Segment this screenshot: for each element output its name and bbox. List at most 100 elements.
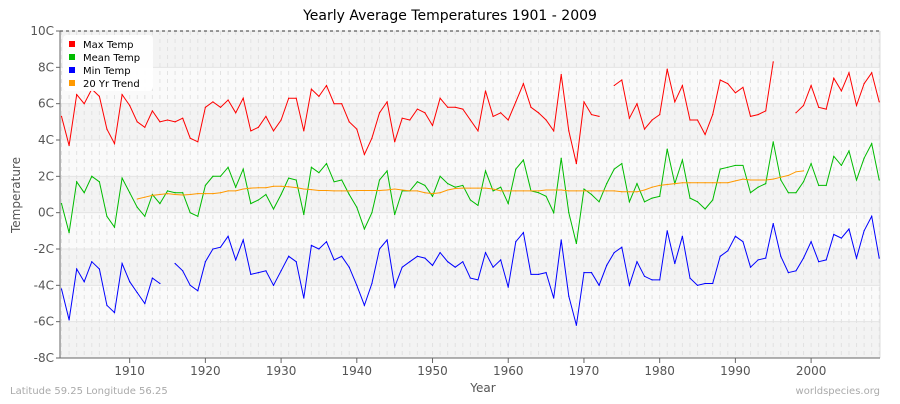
- mean-temp-point: [825, 184, 827, 187]
- mean-temp-point: [424, 184, 426, 187]
- max-temp-point: [144, 126, 146, 128]
- max-temp-point: [409, 119, 411, 121]
- min-temp-point: [378, 248, 381, 250]
- max-temp-point: [121, 93, 123, 96]
- mean-temp-point: [106, 215, 108, 217]
- max-temp-point: [681, 84, 683, 87]
- max-temp-point: [439, 97, 441, 99]
- max-temp-point: [98, 95, 100, 97]
- mean-temp-point: [590, 193, 593, 196]
- min-temp-point: [871, 215, 873, 217]
- min-temp-point: [787, 272, 789, 274]
- x-tick-label: 1920: [190, 364, 221, 378]
- max-temp-point: [182, 117, 184, 119]
- 20-yr-trend-point: [765, 179, 767, 181]
- max-temp-point: [159, 121, 161, 123]
- 20-yr-trend-point: [757, 179, 759, 181]
- min-temp-point: [219, 246, 222, 248]
- min-temp-point: [394, 286, 396, 288]
- mean-temp-point: [288, 177, 290, 179]
- mean-temp-point: [60, 202, 63, 205]
- min-temp-point: [469, 277, 471, 279]
- mean-temp-point: [182, 192, 184, 194]
- max-temp-point: [227, 99, 229, 101]
- max-temp-point: [129, 104, 131, 107]
- mean-temp-point: [144, 215, 146, 217]
- min-temp-point: [765, 257, 767, 259]
- min-temp-point: [454, 266, 456, 268]
- source-label: worldspecies.org: [796, 386, 880, 397]
- 20-yr-trend-point: [454, 187, 456, 190]
- min-temp-point: [386, 239, 388, 241]
- mean-temp-point: [795, 192, 797, 194]
- min-temp-point: [727, 250, 729, 252]
- x-tick-label: 1950: [417, 364, 448, 378]
- min-temp-point: [310, 244, 312, 246]
- max-temp-point: [401, 117, 403, 119]
- mean-temp-point: [855, 179, 858, 181]
- min-temp-point: [325, 241, 328, 243]
- mean-temp-point: [780, 179, 782, 181]
- min-temp-point: [401, 266, 403, 268]
- mean-temp-point: [295, 179, 297, 181]
- mean-temp-point: [621, 163, 623, 165]
- min-temp-point: [522, 232, 524, 234]
- mean-temp-point: [212, 175, 214, 177]
- min-temp-point: [575, 324, 577, 326]
- min-temp-point: [83, 281, 85, 283]
- 20-yr-trend-point: [325, 189, 328, 192]
- min-temp-point: [424, 257, 426, 259]
- mean-temp-point: [689, 197, 691, 199]
- max-temp-point: [712, 113, 714, 116]
- mean-temp-point: [568, 212, 570, 214]
- min-temp-point: [129, 281, 131, 283]
- max-temp-point: [515, 101, 517, 103]
- max-temp-point: [734, 92, 736, 94]
- mean-temp-point: [462, 184, 464, 187]
- min-temp-point: [265, 270, 267, 272]
- 20-yr-trend-point: [712, 182, 714, 184]
- max-temp-point: [454, 106, 456, 108]
- mean-temp-point: [401, 190, 403, 192]
- legend-swatch-mean-temp: [69, 54, 75, 60]
- 20-yr-trend-point: [151, 194, 153, 197]
- 20-yr-trend-point: [719, 182, 721, 184]
- mean-temp-point: [787, 192, 789, 194]
- mean-temp-point: [68, 232, 70, 234]
- 20-yr-trend-point: [356, 189, 358, 192]
- max-temp-point: [560, 74, 562, 76]
- max-temp-point: [575, 163, 577, 165]
- 20-yr-trend-point: [651, 186, 653, 188]
- mean-temp-point: [583, 188, 585, 190]
- mean-temp-point: [363, 228, 365, 230]
- legend-label-mean-temp: Mean Temp: [83, 53, 140, 64]
- min-temp-point: [356, 284, 358, 286]
- 20-yr-trend-point: [409, 190, 411, 192]
- mean-temp-point: [749, 192, 752, 194]
- 20-yr-trend-point: [341, 190, 343, 192]
- max-temp-point: [394, 141, 396, 143]
- max-temp-point: [447, 106, 449, 108]
- mean-temp-point: [560, 157, 562, 159]
- mean-temp-point: [628, 201, 630, 203]
- mean-temp-point: [696, 201, 699, 203]
- max-temp-point: [719, 79, 721, 81]
- mean-temp-point: [810, 163, 812, 165]
- mean-temp-point: [643, 201, 646, 203]
- y-tick-label: -8C: [34, 351, 54, 365]
- mean-temp-point: [734, 164, 736, 167]
- min-temp-point: [719, 255, 721, 257]
- max-temp-point: [492, 115, 494, 117]
- mean-temp-point: [537, 192, 540, 194]
- min-temp-point: [371, 282, 373, 285]
- 20-yr-trend-point: [802, 170, 805, 172]
- min-temp-point: [749, 266, 752, 268]
- 20-yr-trend-point: [136, 198, 138, 200]
- 20-yr-trend-point: [727, 182, 729, 184]
- min-temp-point: [848, 228, 850, 230]
- mean-temp-point: [219, 175, 222, 177]
- max-temp-point: [197, 141, 199, 143]
- min-temp-point: [545, 272, 547, 274]
- min-temp-point: [91, 261, 93, 263]
